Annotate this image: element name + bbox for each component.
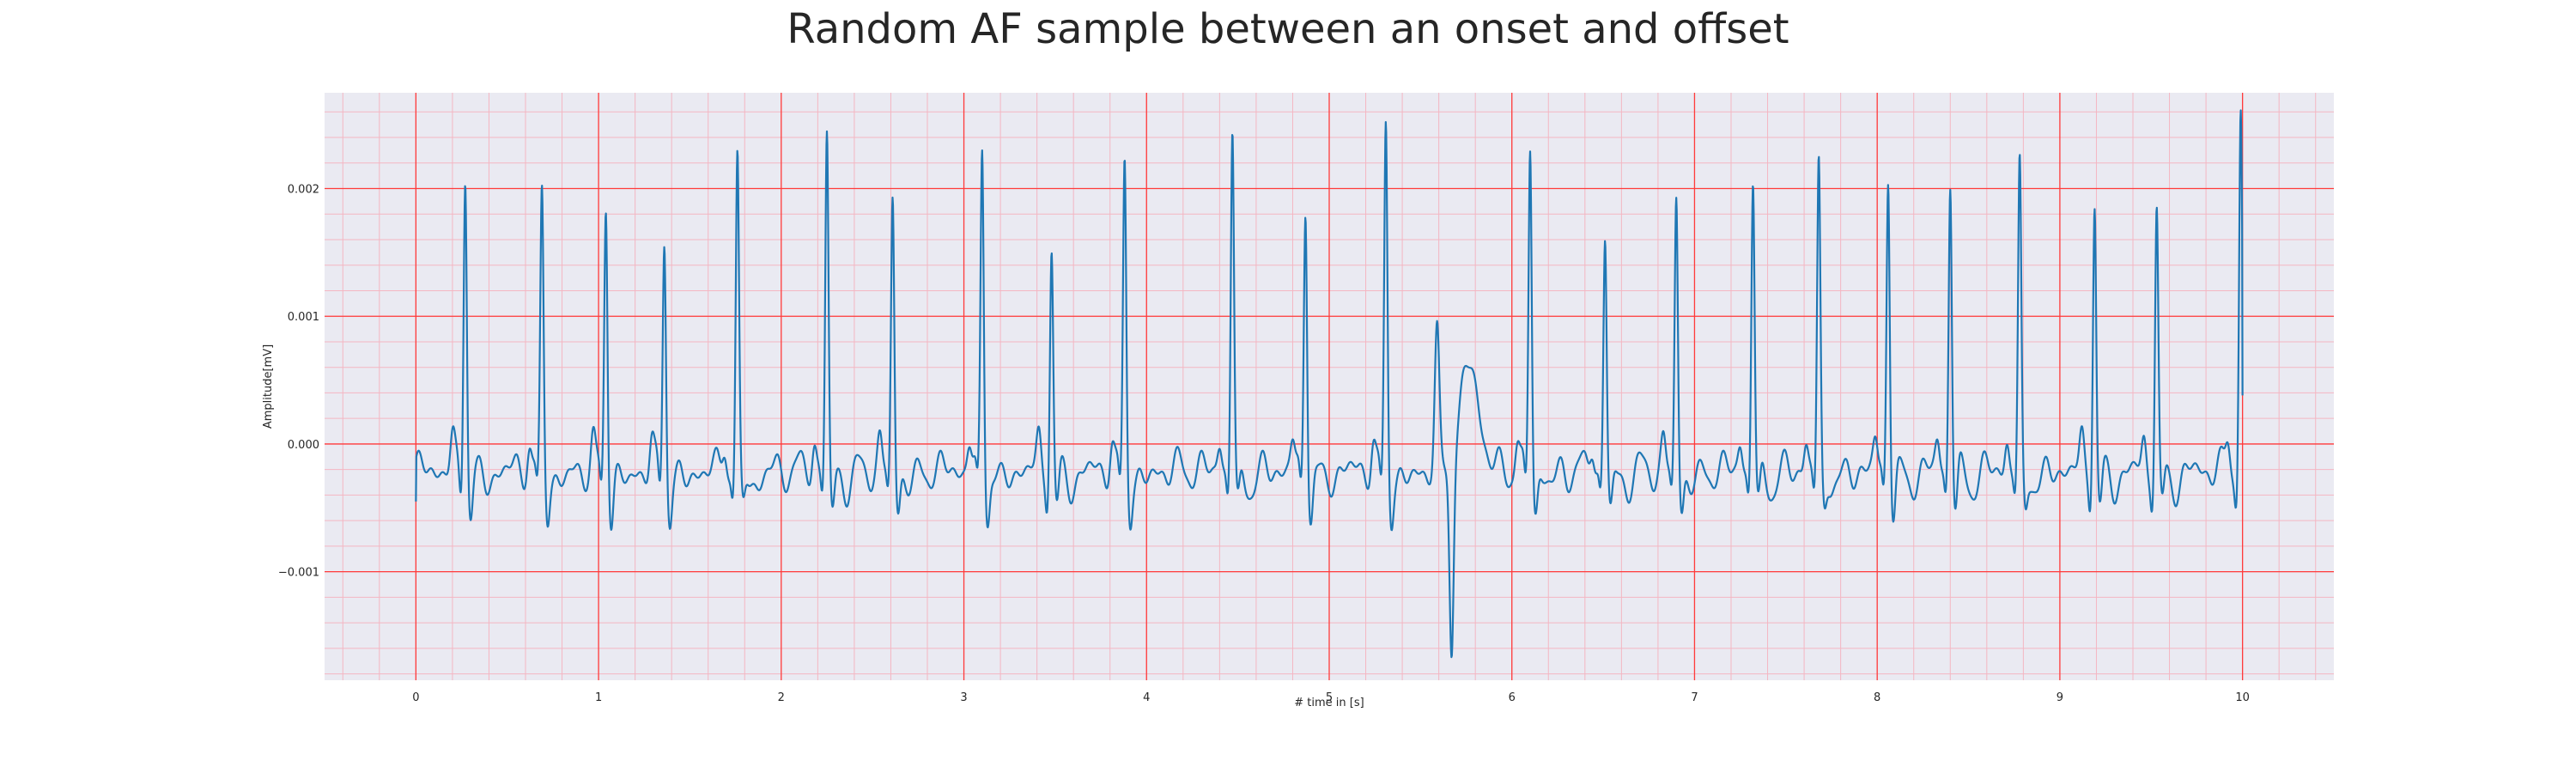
chart-title: Random AF sample between an onset and of…	[787, 5, 1789, 53]
x-tick-label: 7	[1691, 691, 1698, 704]
x-tick-label: 2	[778, 691, 785, 704]
x-tick-label: 0	[412, 691, 419, 704]
x-axis-ticks: 0 1 2 3 4 5 6 7 8 9 10	[412, 691, 2250, 704]
x-tick-label: 1	[595, 691, 602, 704]
y-tick-label: 0.002	[288, 184, 319, 197]
x-axis-label: # time in [s]	[1294, 697, 1364, 709]
y-tick-label: 0.000	[288, 439, 319, 452]
x-tick-label: 5	[1326, 691, 1333, 704]
x-tick-label: 9	[2057, 691, 2063, 704]
x-tick-label: 8	[1874, 691, 1880, 704]
y-tick-label: −0.001	[278, 567, 319, 580]
x-tick-label: 6	[1509, 691, 1516, 704]
y-axis-ticks: −0.001 0.000 0.001 0.002	[278, 184, 319, 580]
x-tick-label: 3	[960, 691, 967, 704]
x-tick-label: 4	[1143, 691, 1150, 704]
y-tick-label: 0.001	[288, 311, 319, 324]
ecg-signal-line	[415, 109, 2244, 659]
y-axis-label: Amplitude[mV]	[262, 344, 275, 429]
x-tick-label: 10	[2235, 691, 2250, 704]
major-grid	[325, 93, 2334, 680]
